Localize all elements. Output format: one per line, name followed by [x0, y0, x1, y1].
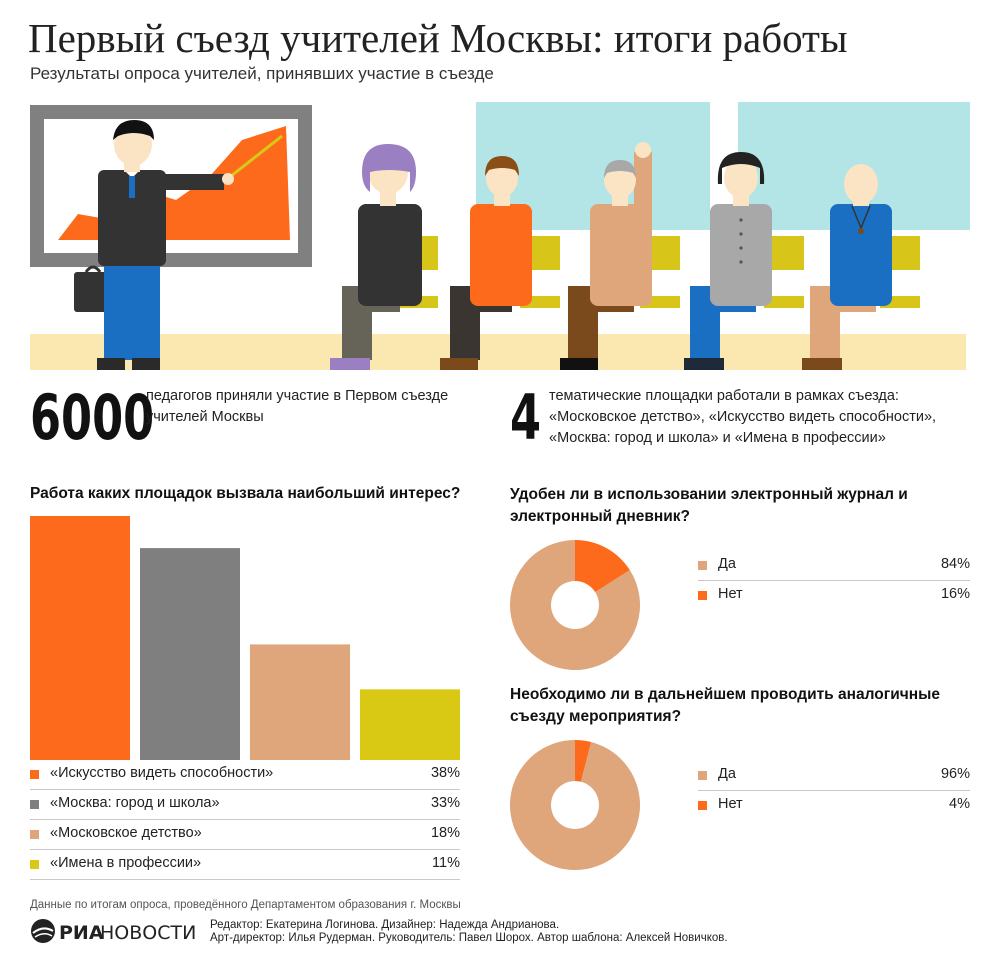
seated-person-1 [330, 144, 438, 370]
legend-divider [698, 790, 970, 791]
legend-divider [30, 819, 460, 820]
credits: Редактор: Екатерина Логинова. Дизайнер: … [210, 919, 728, 945]
credits-line-1: Редактор: Екатерина Логинова. Дизайнер: … [210, 919, 560, 931]
donut2-title: Необходимо ли в дальнейшем проводить ана… [510, 686, 940, 725]
legend-value: 38% [430, 765, 460, 781]
bar-chart-title: Работа каких площадок вызвала наибольший… [30, 485, 461, 502]
donut2-slice-2 [575, 740, 592, 782]
legend-divider [30, 789, 460, 790]
legend-swatch [30, 830, 39, 839]
legend-divider [698, 580, 970, 581]
legend-divider [30, 849, 460, 850]
legend-value: 96% [940, 766, 970, 782]
seated-person-3 [560, 142, 680, 370]
source-footnote: Данные по итогам опроса, проведённого Де… [30, 899, 461, 911]
legend-swatch [30, 800, 39, 809]
bar-3 [250, 644, 350, 760]
donut2-legend-row-1: Да 96% [698, 761, 970, 791]
legend-swatch [698, 561, 707, 570]
donut1-slice-1 [510, 540, 640, 670]
donut-chart-events [510, 740, 640, 870]
bar-legend-row-3: «Московское детство» 18% [30, 820, 460, 850]
donut1-title: Удобен ли в использовании электронный жу… [510, 486, 908, 525]
legend-label: Да [718, 766, 736, 782]
donut1-slice-2 [575, 540, 630, 593]
legend-label: «Москва: город и школа» [50, 795, 220, 811]
seated-person-4 [684, 152, 804, 370]
legend-swatch [30, 860, 39, 869]
donut-chart-journal [510, 540, 640, 670]
legend-swatch [698, 801, 707, 810]
donut2-slice-1 [510, 740, 640, 870]
logo-text-novosti: НОВОСТИ [100, 922, 196, 944]
ria-novosti-logo: РИА НОВОСТИ [30, 918, 205, 949]
bar-2 [140, 548, 240, 760]
legend-value: 11% [432, 855, 460, 871]
legend-label: Нет [718, 586, 743, 602]
bar-legend-row-4: «Имена в профессии» 11% [30, 850, 460, 880]
bar-legend-row-2: «Москва: город и школа» 33% [30, 790, 460, 820]
legend-divider [30, 879, 460, 880]
legend-swatch [698, 591, 707, 600]
legend-label: «Московское детство» [50, 825, 202, 841]
legend-value: 84% [940, 556, 970, 572]
donut2-legend-row-2: Нет 4% [698, 791, 970, 821]
legend-label: Нет [718, 796, 743, 812]
legend-label: «Искусство видеть способности» [50, 765, 274, 781]
seated-person-5 [802, 164, 920, 370]
stat-participants-number: 6000 [30, 381, 155, 454]
legend-value: 33% [430, 795, 460, 811]
legend-value: 4% [949, 796, 970, 812]
donut1-legend-row-1: Да 84% [698, 551, 970, 581]
legend-value: 18% [430, 825, 460, 841]
bar-legend-row-1: «Искусство видеть способности» 38% [30, 760, 460, 790]
legend-label: Да [718, 556, 736, 572]
donut1-legend-row-2: Нет 16% [698, 581, 970, 611]
page-title: Первый съезд учителей Москвы: итоги рабо… [28, 15, 848, 61]
stat-venues-number: 4 [510, 381, 542, 454]
bar-1 [30, 516, 130, 760]
presenter-figure [74, 120, 234, 370]
bar-4 [360, 689, 460, 760]
illustration-teachers-meeting [30, 102, 970, 370]
legend-value: 16% [940, 586, 970, 602]
legend-swatch [30, 770, 39, 779]
legend-label: «Имена в профессии» [50, 855, 202, 871]
seated-person-2 [440, 156, 560, 370]
page-subtitle: Результаты опроса учителей, принявших уч… [30, 64, 494, 83]
credits-line-2: Арт-директор: Илья Рудерман. Руководител… [210, 932, 728, 944]
logo-text-ria: РИА [59, 922, 104, 944]
legend-swatch [698, 771, 707, 780]
stat-venues-text: тематические площадки работали в рамках … [549, 388, 937, 446]
bar-chart [30, 516, 460, 760]
stat-participants-text: педагогов приняли участие в Первом съезд… [146, 388, 449, 425]
